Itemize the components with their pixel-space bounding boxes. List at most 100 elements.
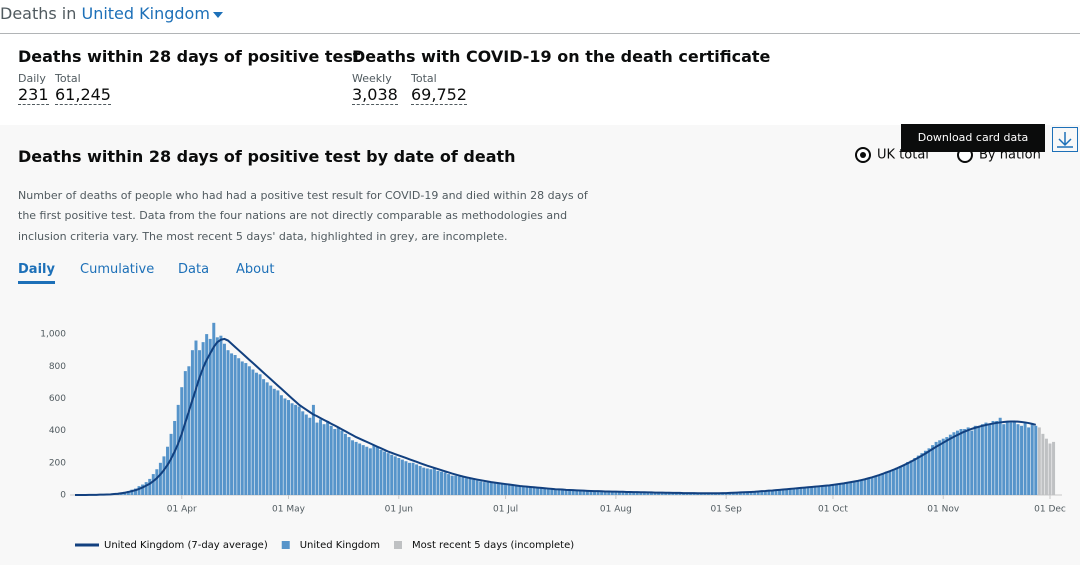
area-selector[interactable]: United Kingdom xyxy=(81,4,210,23)
metric-value[interactable]: 61,245 xyxy=(55,85,111,105)
bar xyxy=(621,491,625,495)
bar xyxy=(272,388,276,495)
bar xyxy=(756,491,760,495)
bar xyxy=(340,430,344,495)
tab[interactable]: Cumulative xyxy=(80,262,155,277)
bar xyxy=(806,487,810,495)
tab[interactable]: About xyxy=(236,262,275,277)
bar xyxy=(856,480,860,495)
bar xyxy=(162,456,166,495)
bar xyxy=(938,440,942,495)
tab[interactable]: Daily xyxy=(18,262,55,284)
bar xyxy=(358,443,362,495)
bar xyxy=(1002,424,1006,495)
bar xyxy=(176,404,180,495)
bar xyxy=(728,492,732,495)
bar xyxy=(952,432,956,495)
bar xyxy=(336,427,340,495)
bar xyxy=(881,473,885,495)
bar xyxy=(632,492,636,495)
bar xyxy=(571,490,575,495)
bar xyxy=(564,489,568,495)
bar xyxy=(454,475,458,495)
bar xyxy=(578,490,582,495)
bar xyxy=(614,491,618,495)
bar xyxy=(269,385,273,495)
bar xyxy=(799,487,803,495)
bar xyxy=(347,437,351,495)
bar xyxy=(237,358,241,495)
bar xyxy=(265,382,269,495)
bar xyxy=(753,491,757,495)
bar xyxy=(539,487,543,495)
bar xyxy=(432,467,436,495)
bar xyxy=(824,485,828,495)
bar xyxy=(742,492,746,495)
metric-value[interactable]: 231 xyxy=(18,85,49,105)
bar xyxy=(386,453,390,495)
bar xyxy=(411,462,415,495)
bar xyxy=(582,490,586,495)
bar xyxy=(664,492,668,495)
tab[interactable]: Data xyxy=(178,262,210,277)
bar xyxy=(963,429,967,495)
bar xyxy=(130,489,134,495)
bar xyxy=(329,425,333,495)
bar xyxy=(126,490,130,495)
download-button[interactable] xyxy=(1052,127,1078,152)
metric-value[interactable]: 69,752 xyxy=(411,85,467,105)
bar xyxy=(461,477,465,495)
bar xyxy=(596,491,600,495)
bar xyxy=(158,462,162,495)
bar xyxy=(802,487,806,495)
bar xyxy=(279,395,283,495)
bar xyxy=(902,464,906,495)
bar xyxy=(923,450,927,495)
bar xyxy=(219,335,223,495)
bar xyxy=(817,486,821,495)
bar xyxy=(984,422,988,495)
legend-swatch xyxy=(281,541,290,549)
bar xyxy=(283,398,287,495)
description-line: the first positive test. Data from the f… xyxy=(18,209,568,222)
metric-label: Total xyxy=(411,72,437,85)
bar xyxy=(785,489,789,495)
x-tick-label: 01 Dec xyxy=(1034,505,1066,515)
y-tick-label: 400 xyxy=(49,426,66,436)
dropdown-caret[interactable] xyxy=(212,11,223,18)
bar xyxy=(518,485,522,495)
bar xyxy=(813,486,817,495)
bar xyxy=(941,438,945,495)
bar xyxy=(625,491,629,495)
bar xyxy=(443,472,447,495)
bar xyxy=(493,483,497,495)
metric-value[interactable]: 3,038 xyxy=(352,85,398,105)
bar xyxy=(169,433,173,495)
description-line: Number of deaths of people who had had a… xyxy=(18,189,588,202)
bar xyxy=(653,492,657,495)
bar xyxy=(397,457,401,495)
bar xyxy=(354,441,358,495)
bar xyxy=(208,338,212,495)
bar xyxy=(546,488,550,495)
bar xyxy=(361,445,365,495)
bar xyxy=(166,446,170,495)
bar xyxy=(319,419,323,495)
bar xyxy=(988,424,992,495)
bar xyxy=(998,417,1002,495)
x-tick-label: 01 Apr xyxy=(167,505,197,515)
bar xyxy=(877,474,881,495)
bar xyxy=(425,468,429,495)
bar xyxy=(436,470,440,495)
x-tick-label: 01 Jul xyxy=(493,505,518,515)
bar xyxy=(671,492,675,495)
bar xyxy=(254,372,258,495)
bar xyxy=(852,481,856,495)
bar xyxy=(173,420,177,495)
legend-swatch xyxy=(394,541,402,549)
y-tick-label: 600 xyxy=(49,394,66,404)
bar xyxy=(230,353,234,495)
bar xyxy=(849,482,853,495)
bar xyxy=(258,374,262,495)
